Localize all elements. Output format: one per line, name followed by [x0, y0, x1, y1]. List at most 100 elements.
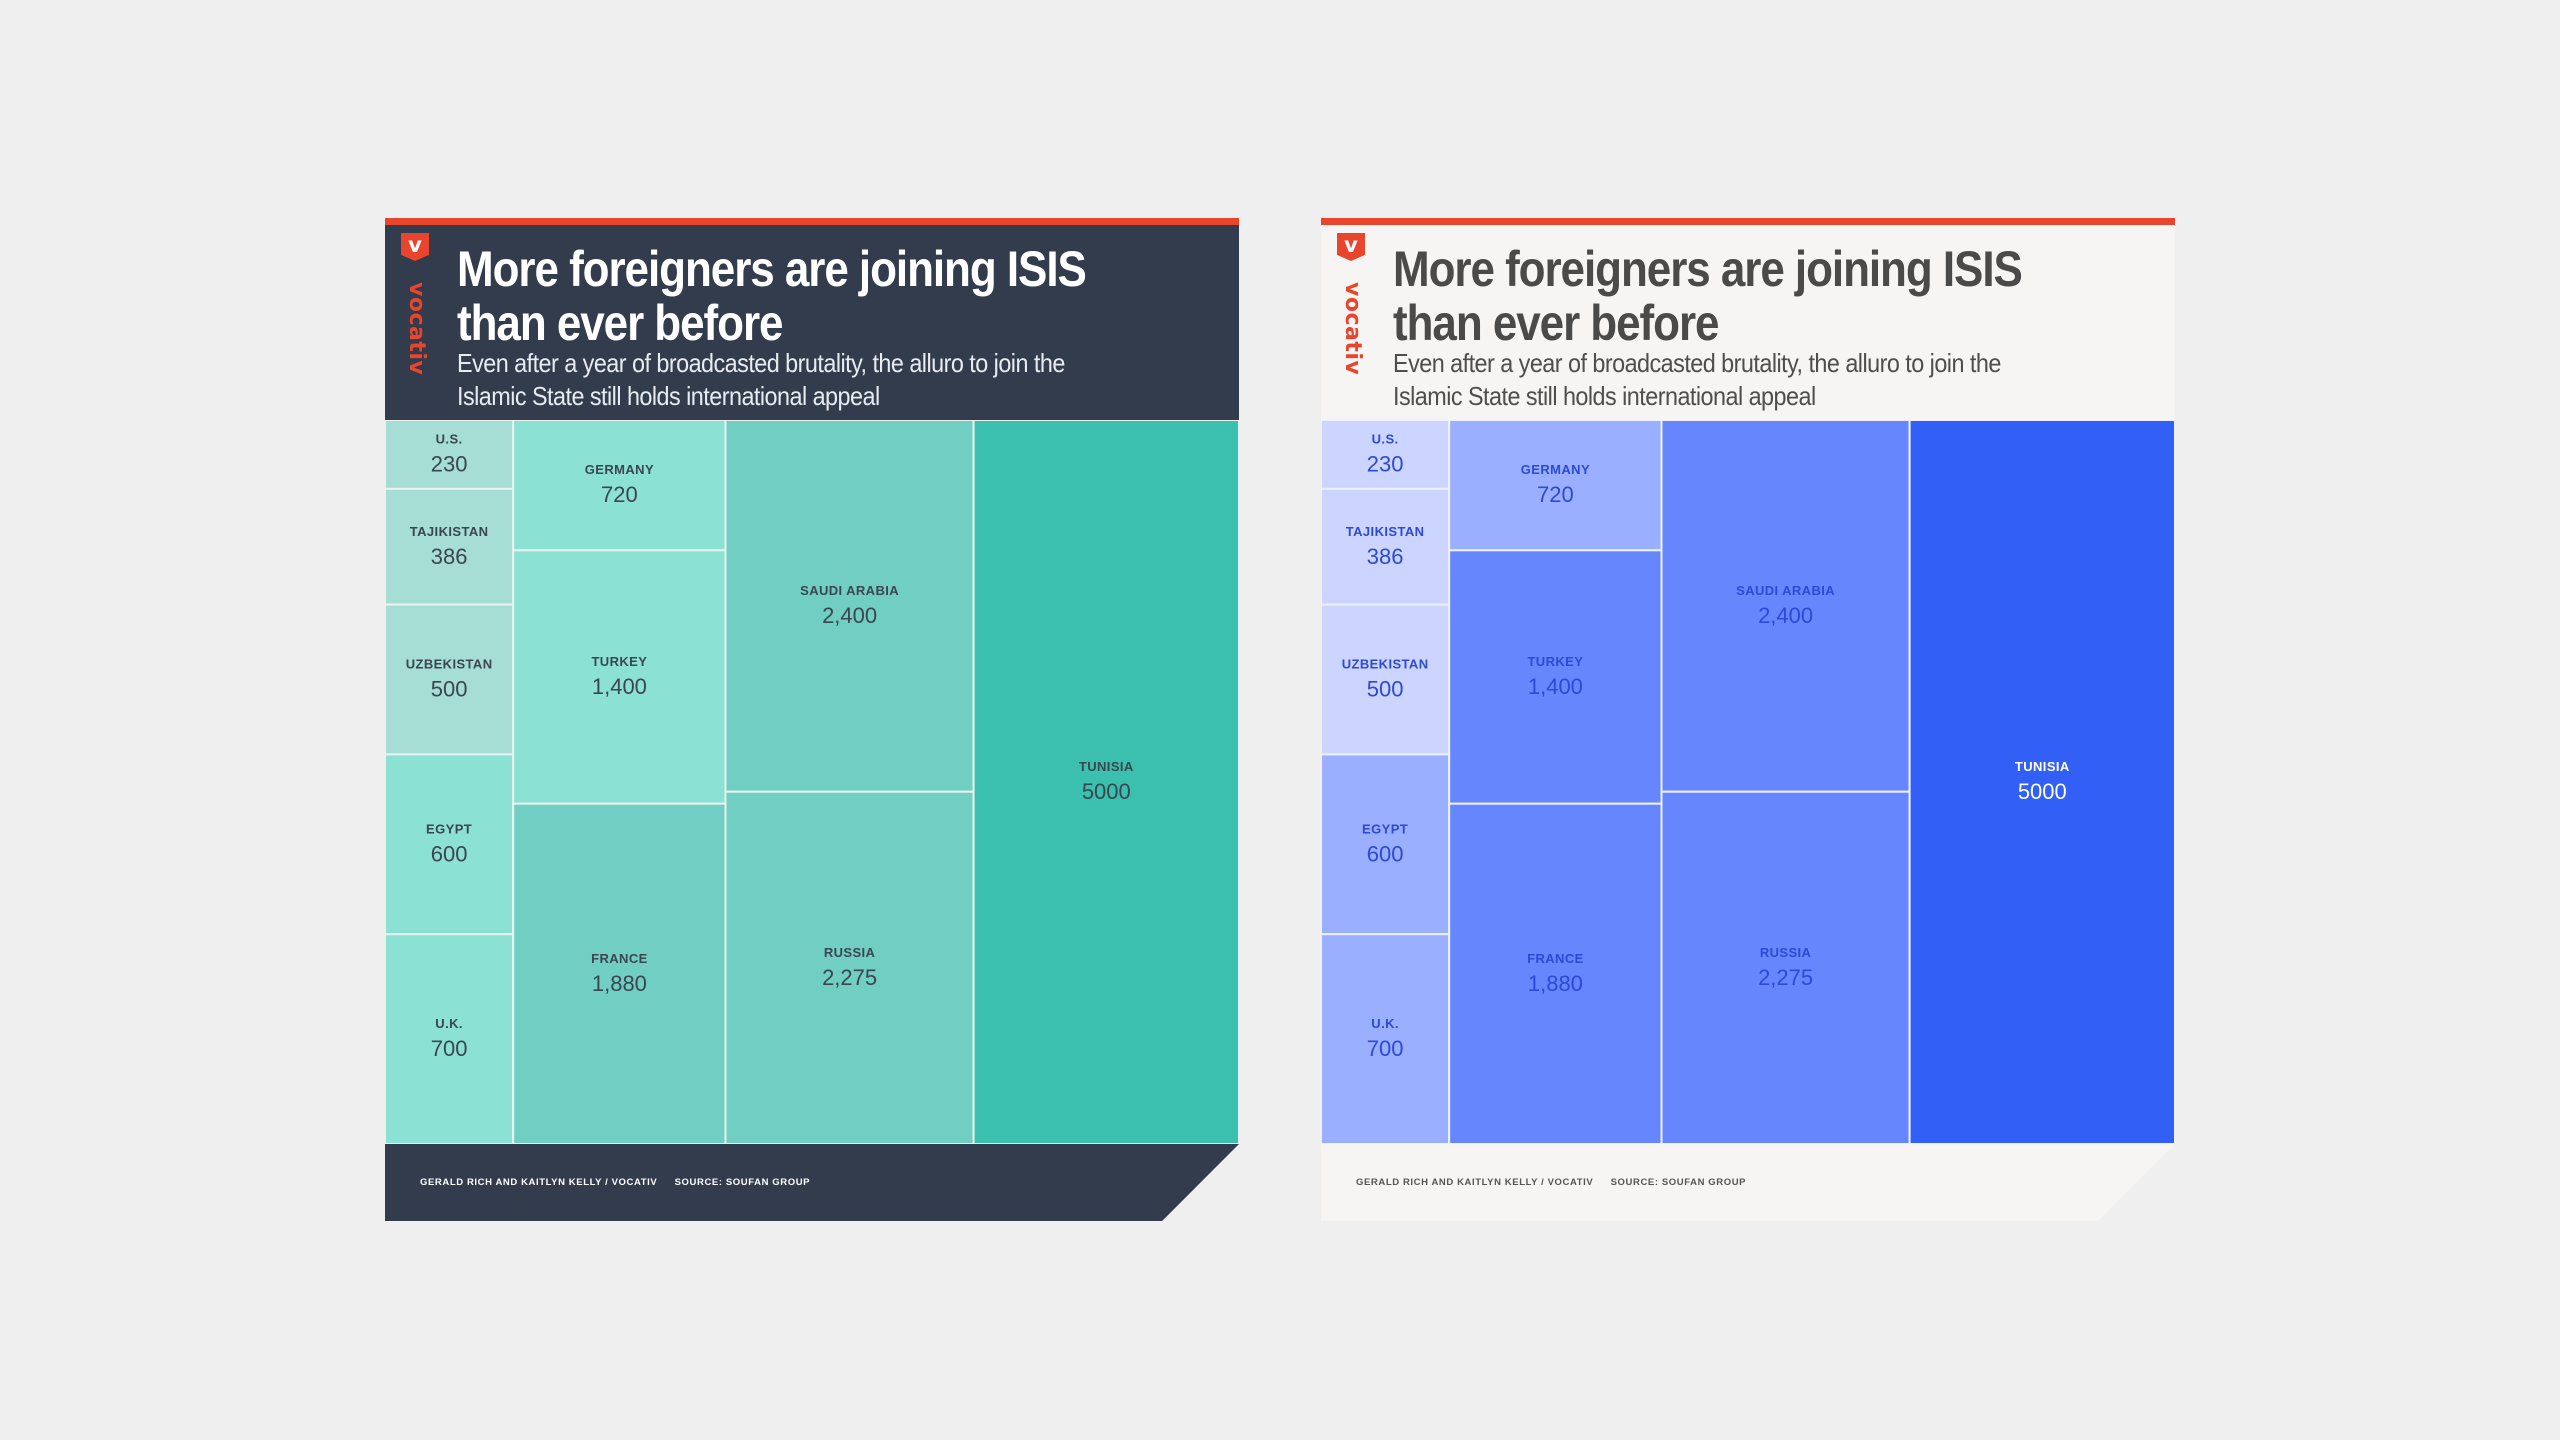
treemap-rect [385, 420, 515, 490]
author-credit: GERALD RICH AND KAITLYN KELLY / VOCATIV [420, 1177, 658, 1188]
treemap-cell-egypt: EGYPT 600 [1321, 753, 1451, 936]
treemap-rect [1908, 420, 2175, 1144]
title-line-2: than ever before [1393, 295, 1720, 351]
logo-badge [1337, 233, 1365, 261]
country-label: SAUDI ARABIA [800, 583, 899, 598]
country-label: SAUDI ARABIA [1736, 583, 1835, 598]
country-label: TAJIKISTAN [1346, 524, 1425, 539]
country-label: U.S. [1372, 432, 1399, 447]
value-label: 1,880 [1528, 971, 1583, 996]
treemap-cell-u-k: U.K. 700 [1321, 933, 1451, 1144]
treemap-cell-tajikistan: TAJIKISTAN 386 [1321, 487, 1451, 606]
value-label: 700 [431, 1036, 468, 1061]
treemap-cell-germany: GERMANY 720 [512, 420, 727, 552]
footer: GERALD RICH AND KAITLYN KELLY / VOCATIV … [1321, 1144, 2175, 1221]
infographic-card-dark: v vocativ More foreigners are joining IS… [385, 218, 1239, 1221]
logo-badge [401, 233, 429, 261]
subtitle-line-2: Islamic State still holds international … [1393, 381, 1816, 411]
country-label: EGYPT [1362, 821, 1408, 836]
chart-subtitle: Even after a year of broadcasted brutali… [457, 347, 1141, 413]
vocativ-logo: v vocativ [401, 233, 429, 376]
value-label: 500 [1367, 677, 1404, 702]
subtitle-line-1: Even after a year of broadcasted brutali… [1393, 348, 2001, 378]
treemap-cell-tajikistan: TAJIKISTAN 386 [385, 487, 515, 606]
treemap-cell-egypt: EGYPT 600 [385, 753, 515, 936]
treemap-cell-uzbekistan: UZBEKISTAN 500 [1321, 603, 1451, 756]
treemap-rect [1660, 420, 1911, 793]
value-label: 2,400 [1758, 603, 1813, 628]
value-label: 230 [1367, 452, 1404, 477]
country-label: TURKEY [591, 654, 647, 669]
country-label: UZBEKISTAN [1342, 657, 1429, 672]
infographic-card-light: v vocativ More foreigners are joining IS… [1321, 218, 2175, 1221]
treemap-rect [1321, 420, 1451, 490]
logo-wordmark: vocativ [404, 282, 429, 376]
credit-line: GERALD RICH AND KAITLYN KELLY / VOCATIV … [1356, 1177, 1760, 1188]
header: v vocativ More foreigners are joining IS… [1321, 225, 2175, 420]
footer: GERALD RICH AND KAITLYN KELLY / VOCATIV … [385, 1144, 1239, 1221]
treemap-rect [972, 420, 1239, 1144]
chart-subtitle: Even after a year of broadcasted brutali… [1393, 347, 2077, 413]
treemap-cell-saudi-arabia: SAUDI ARABIA 2,400 [1660, 420, 1911, 793]
treemap-cell-saudi-arabia: SAUDI ARABIA 2,400 [724, 420, 975, 793]
treemap-rect [724, 790, 975, 1144]
value-label: 2,275 [1758, 965, 1813, 990]
value-label: 720 [1537, 482, 1574, 507]
country-label: EGYPT [426, 821, 472, 836]
treemap: U.S. 230 TAJIKISTAN 386 UZBEKISTAN 500 EGYPT 60… [385, 420, 1239, 1144]
treemap-cell-russia: RUSSIA 2,275 [724, 790, 975, 1144]
source-credit: SOURCE: SOUFAN GROUP [1610, 1177, 1747, 1188]
value-label: 600 [431, 841, 468, 866]
value-label: 600 [1367, 841, 1404, 866]
country-label: U.K. [435, 1016, 463, 1031]
treemap-rect [1660, 790, 1911, 1144]
author-credit: GERALD RICH AND KAITLYN KELLY / VOCATIV [1356, 1177, 1594, 1188]
treemap-cell-france: FRANCE 1,880 [1448, 802, 1663, 1144]
treemap-cell-tunisia: TUNISIA 5000 [1908, 420, 2175, 1144]
value-label: 700 [1367, 1036, 1404, 1061]
value-label: 386 [431, 544, 468, 569]
treemap-cell-tunisia: TUNISIA 5000 [972, 420, 1239, 1144]
treemap: U.S. 230 TAJIKISTAN 386 UZBEKISTAN 500 EGYPT 60… [1321, 420, 2175, 1144]
title-line-1: More foreigners are joining ISIS [457, 241, 1087, 297]
country-label: RUSSIA [1760, 945, 1812, 960]
country-label: FRANCE [1527, 951, 1584, 966]
treemap-cell-turkey: TURKEY 1,400 [512, 549, 727, 805]
country-label: UZBEKISTAN [406, 657, 493, 672]
accent-bar [1321, 218, 2175, 225]
country-label: RUSSIA [824, 945, 876, 960]
country-label: FRANCE [591, 951, 648, 966]
treemap-cell-u-k: U.K. 700 [385, 933, 515, 1144]
treemap-cell-uzbekistan: UZBEKISTAN 500 [385, 603, 515, 756]
source-credit: SOURCE: SOUFAN GROUP [674, 1177, 811, 1188]
value-label: 230 [431, 452, 468, 477]
value-label: 5000 [2018, 779, 2067, 804]
chart-title: More foreigners are joining ISIS than ev… [1393, 242, 2044, 350]
logo-letter: v [408, 233, 422, 257]
header: v vocativ More foreigners are joining IS… [385, 225, 1239, 420]
country-label: U.S. [436, 432, 463, 447]
title-line-1: More foreigners are joining ISIS [1393, 241, 2023, 297]
value-label: 2,400 [822, 603, 877, 628]
country-label: TURKEY [1527, 654, 1583, 669]
value-label: 2,275 [822, 965, 877, 990]
subtitle-line-2: Islamic State still holds international … [457, 381, 880, 411]
treemap-cell-u-s: U.S. 230 [1321, 420, 1451, 490]
country-label: TAJIKISTAN [410, 524, 489, 539]
title-line-2: than ever before [457, 295, 784, 351]
country-label: TUNISIA [2015, 759, 2070, 774]
value-label: 500 [431, 677, 468, 702]
accent-bar [385, 218, 1239, 225]
value-label: 1,400 [592, 674, 647, 699]
treemap-cell-turkey: TURKEY 1,400 [1448, 549, 1663, 805]
vocativ-logo: v vocativ [1337, 233, 1365, 375]
treemap-rect [1448, 802, 1663, 1144]
country-label: GERMANY [1521, 462, 1590, 477]
treemap-cell-russia: RUSSIA 2,275 [1660, 790, 1911, 1144]
treemap-rect [385, 753, 515, 936]
country-label: GERMANY [585, 462, 654, 477]
treemap-rect [512, 802, 727, 1144]
treemap-rect [724, 420, 975, 793]
treemap-cell-france: FRANCE 1,880 [512, 802, 727, 1144]
value-label: 1,400 [1528, 674, 1583, 699]
